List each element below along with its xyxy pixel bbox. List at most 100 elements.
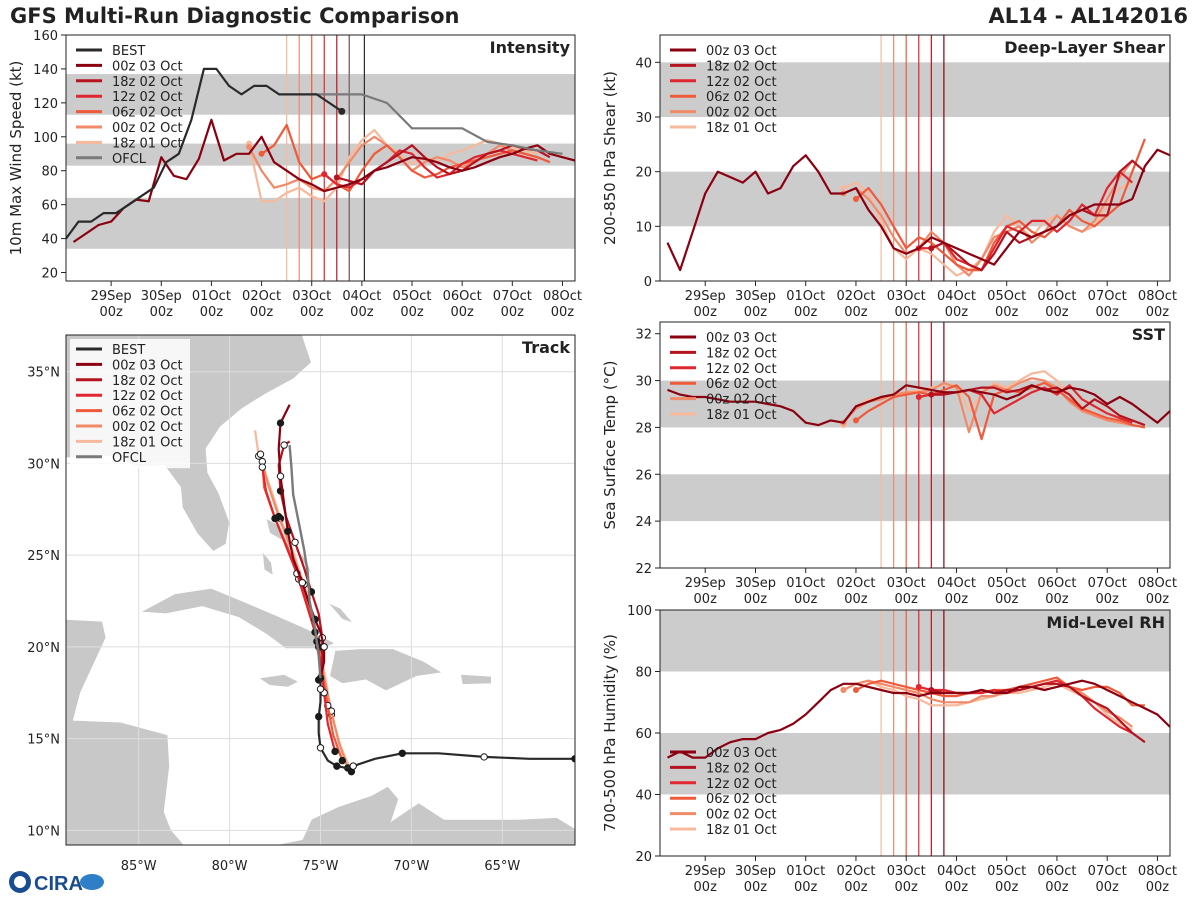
intensity-series-5 [247, 128, 538, 203]
intensity-ytick-label: 160 [33, 29, 58, 44]
sst-legend-label: 06z 02 Oct [706, 377, 777, 392]
intensity-ytick-label: 60 [41, 199, 58, 214]
shear-xtick-hour: 00z [1045, 305, 1069, 320]
sst-panel: 22242628303229Sep00z30Sep00z01Oct00z02Oc… [601, 321, 1177, 607]
intensity-xtick-label: 02Oct [242, 289, 281, 304]
intensity-xtick-label: 29Sep [91, 289, 132, 304]
intensity-xtick-hour: 00z [250, 305, 274, 320]
intensity-xtick-label: 07Oct [493, 289, 532, 304]
track-panel: 85°W 80°W 75°W 70°W 65°W 10°N 15°N 20°N 25°N 30°N… [27, 334, 576, 874]
track-series-0-marker [276, 419, 285, 427]
rh-panel: 2040608010029Sep00z30Sep00z01Oct00z02Oct… [601, 604, 1177, 895]
rh-xtick-hour: 00z [945, 880, 969, 895]
sst-init-point-3 [852, 417, 859, 424]
intensity-legend-label: 00z 03 Oct [112, 59, 183, 74]
rh-init-point-1 [928, 686, 935, 693]
shear-xtick-hour: 00z [995, 305, 1019, 320]
cira-logo: CIRA [9, 871, 104, 895]
sst-band-0 [660, 474, 1170, 522]
mexico-central-america-land [66, 618, 185, 845]
track-ytick-label: 30°N [27, 457, 60, 472]
intensity-legend-label: BEST [112, 44, 145, 59]
sst-ytick-label: 26 [635, 468, 652, 483]
rh-xtick-hour: 00z [1146, 880, 1170, 895]
sst-xtick-hour: 00z [794, 592, 818, 607]
shear-init-point-1 [928, 245, 935, 252]
shear-xtick-hour: 00z [844, 305, 868, 320]
shear-xtick-label: 03Oct [887, 289, 926, 304]
track-series-0-marker [298, 578, 307, 587]
track-ytick-label: 15°N [27, 733, 60, 748]
rh-ytick-label: 60 [635, 727, 652, 742]
rh-xtick-hour: 00z [694, 880, 718, 895]
intensity-xtick-label: 03Oct [292, 289, 331, 304]
shear-legend-label: 00z 03 Oct [706, 44, 777, 59]
rh-series-3 [855, 676, 1145, 707]
rh-xtick-hour: 00z [794, 880, 818, 895]
rh-ytick-label: 80 [635, 666, 652, 681]
intensity-series-0 [72, 118, 575, 243]
sst-legend-label: 12z 02 Oct [706, 362, 777, 377]
rh-band-0 [660, 733, 1170, 795]
rh-xtick-hour: 00z [844, 880, 868, 895]
intensity-ytick-label: 140 [33, 63, 58, 78]
intensity-xtick-hour: 00z [501, 305, 525, 320]
sst-ytick-label: 24 [635, 515, 652, 530]
sst-ytick-label: 22 [635, 562, 652, 577]
intensity-init-point-3 [258, 150, 265, 157]
sst-xtick-hour: 00z [1146, 592, 1170, 607]
intensity-init-point-2 [321, 171, 328, 178]
shear-series-2 [918, 170, 1134, 272]
rh-legend-label: 06z 02 Oct [706, 792, 777, 807]
intensity-best-last-point [338, 107, 346, 115]
logo-text: CIRA [34, 873, 83, 895]
rh-legend-label: 18z 02 Oct [706, 761, 777, 776]
intensity-xtick-hour: 00z [551, 305, 575, 320]
rh-xtick-hour: 00z [1096, 880, 1120, 895]
intensity-xtick-hour: 00z [450, 305, 474, 320]
shear-xtick-label: 04Oct [937, 289, 976, 304]
intensity-series-ofcl [311, 93, 563, 155]
intensity-xtick-hour: 00z [150, 305, 174, 320]
rh-legend-label: 12z 02 Oct [706, 777, 777, 792]
shear-series [666, 138, 1170, 277]
rh-series-0 [667, 679, 1170, 759]
track-series-2 [261, 466, 337, 752]
sst-init-point-1 [928, 391, 935, 398]
track-ytick-label: 20°N [27, 641, 60, 656]
track-series-best-marker [316, 744, 325, 752]
jamaica-land [257, 673, 300, 688]
shear-xtick-hour: 00z [794, 305, 818, 320]
shear-frame [659, 34, 1171, 282]
sst-xtick-hour: 00z [895, 592, 919, 607]
rh-legend-label: 00z 03 Oct [706, 746, 777, 761]
shear-ylabel: 200-850 hPa Shear (kt) [601, 71, 619, 245]
shear-title: Deep-Layer Shear [1004, 38, 1165, 57]
sst-xtick-hour: 00z [1096, 592, 1120, 607]
sst-series [667, 370, 1170, 441]
track-legend-bg [70, 339, 190, 469]
rh-xtick-label: 06Oct [1037, 864, 1076, 879]
intensity-xtick-label: 01Oct [192, 289, 231, 304]
rh-xtick-hour: 00z [744, 880, 768, 895]
sst-xtick-label: 29Sep [685, 576, 726, 591]
intensity-xtick-hour: 00z [400, 305, 424, 320]
track-series-2-marker [271, 514, 279, 523]
sst-xtick-label: 02Oct [836, 576, 875, 591]
sst-ytick-label: 28 [635, 421, 652, 436]
shear-series-3 [855, 138, 1146, 272]
rh-xtick-hour: 00z [895, 880, 919, 895]
track-ytick-label: 25°N [27, 549, 60, 564]
track-xtick-label: 75°W [303, 859, 339, 874]
track-xtick-label: 70°W [393, 859, 429, 874]
sst-legend-label: 00z 02 Oct [706, 393, 777, 408]
track-legend-label: 06z 02 Oct [112, 405, 183, 420]
intensity-ylabel: 10m Max Wind Speed (kt) [7, 61, 25, 256]
track-series-best-marker [333, 762, 341, 770]
shear-ytick-label: 30 [635, 111, 652, 126]
track-series-1-marker [291, 538, 299, 547]
shear-series-4 [842, 160, 1134, 277]
sst-title: SST [1132, 325, 1165, 344]
